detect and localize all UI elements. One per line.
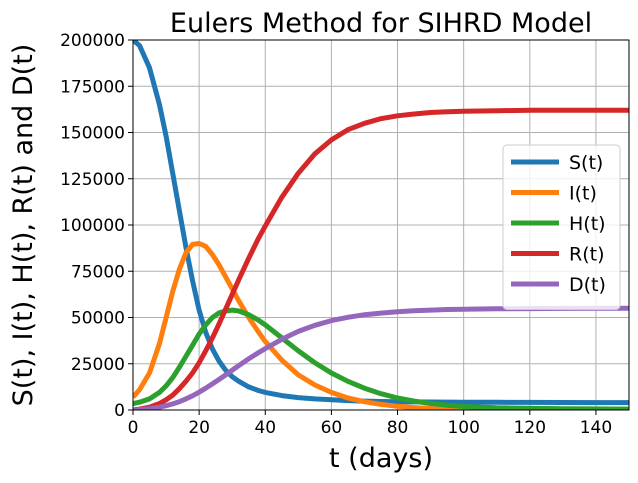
series-line-rt (133, 107, 629, 410)
y-tick-label: 0 (114, 401, 125, 421)
y-tick-label: 75000 (71, 262, 125, 282)
x-tick-label: 60 (321, 418, 343, 438)
series-line-ht (133, 307, 629, 410)
series-lines (133, 40, 629, 410)
x-tick-label: 120 (514, 418, 546, 438)
x-tick-label: 20 (188, 418, 210, 438)
legend-box (502, 144, 621, 310)
y-tick-label: 125000 (60, 170, 125, 190)
y-tick-label: 100000 (60, 216, 125, 236)
legend: S(t) I(t) H(t) R(t) D(t) (502, 144, 621, 310)
legend-label: R(t) (569, 244, 604, 266)
x-tick-label: 100 (447, 418, 479, 438)
y-axis-ticks: 0 25000 50000 75000 100000 125000 150000 175000… (60, 31, 133, 421)
y-tick-label: 25000 (71, 355, 125, 375)
y-tick-label: 175000 (60, 77, 125, 97)
chart-title: Eulers Method for SIHRD Model (170, 8, 592, 39)
y-axis-label: S(t), I(t), H(t), R(t) and D(t) (8, 44, 39, 407)
x-tick-label: 80 (387, 418, 409, 438)
legend-label: H(t) (569, 213, 606, 235)
x-tick-label: 140 (580, 418, 612, 438)
x-axis-label: t (days) (329, 443, 433, 474)
series-line-dt (133, 305, 629, 410)
y-tick-label: 150000 (60, 124, 125, 144)
y-tick-label: 200000 (60, 31, 125, 51)
legend-label: I(t) (569, 183, 597, 205)
x-tick-label: 40 (254, 418, 276, 438)
legend-label: S(t) (569, 152, 603, 174)
series-line-it (133, 241, 629, 410)
legend-label: D(t) (569, 274, 606, 296)
x-tick-label: 0 (128, 418, 139, 438)
x-axis-ticks: 0 20 40 60 80 100 120 140 (128, 410, 612, 438)
y-tick-label: 50000 (71, 309, 125, 329)
series-line-st (133, 40, 629, 406)
